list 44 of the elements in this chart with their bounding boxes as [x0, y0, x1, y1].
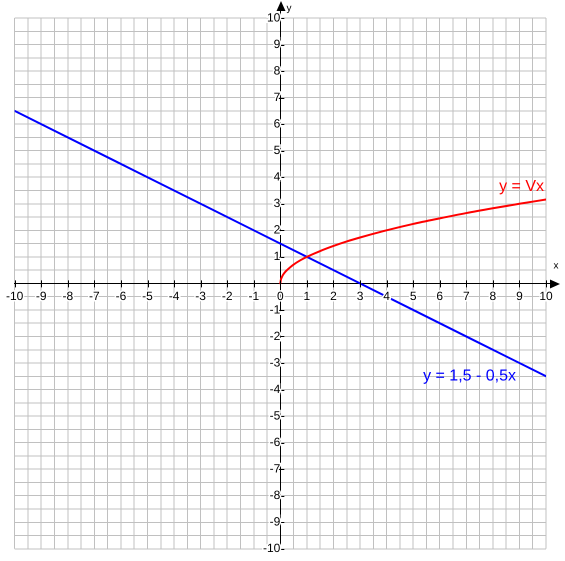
x-tick-label: -4: [168, 288, 180, 303]
x-tick-label: 2: [330, 288, 338, 303]
y-tick-label: -1: [270, 302, 281, 316]
y-tick-label: 10: [266, 10, 281, 24]
y-tick-label: -8: [270, 488, 281, 502]
y-tick-label: -2: [270, 328, 281, 343]
y-tick-label: 1: [274, 249, 281, 264]
x-axis-title: x: [554, 260, 558, 272]
x-tick-label: -5: [142, 288, 154, 303]
x-tick-label: -8: [62, 288, 74, 303]
x-tick-label: 6: [436, 288, 444, 303]
x-tick-label: 8: [490, 288, 497, 303]
x-tick-label: 7: [462, 288, 470, 303]
series-label: y = 1,5 - 0,5x: [423, 368, 516, 385]
x-tick-label: -3: [195, 288, 206, 303]
y-tick-label: -3: [270, 355, 281, 370]
y-tick-label: 8: [274, 63, 281, 78]
y-tick-label: 2: [274, 222, 281, 237]
x-tick-label: -9: [36, 288, 47, 303]
y-tick-label: 6: [274, 116, 281, 130]
y-axis-title: y: [286, 3, 292, 14]
y-tick-label: 3: [274, 196, 281, 210]
y-tick-label: -10: [262, 541, 281, 556]
y-tick-label: -4: [270, 382, 281, 396]
line-series: [279, 198, 546, 284]
x-tick-label: 5: [410, 288, 417, 303]
x-tick-label: 9: [516, 288, 524, 303]
x-tick-label: -6: [116, 288, 127, 303]
x-tick-label: -1: [248, 288, 260, 303]
y-tick-label: -7: [270, 461, 281, 476]
x-tick-label: -7: [89, 288, 100, 303]
x-tick-label: 1: [304, 288, 311, 303]
y-tick-label: 4: [274, 170, 281, 184]
y-tick-label: -6: [270, 434, 281, 449]
y-tick-label: 7: [274, 90, 281, 104]
x-tick-label: -10: [6, 288, 24, 303]
x-tick-label: 3: [356, 288, 364, 303]
x-tick-label: -2: [222, 288, 233, 303]
series-label: y = Vx: [499, 178, 544, 195]
y-tick-label: -5: [270, 408, 281, 422]
x-tick-label: 10: [539, 288, 553, 303]
y-tick-label: 9: [274, 36, 281, 51]
y-tick-label: 5: [274, 143, 281, 158]
y-tick-label: -9: [270, 514, 281, 529]
